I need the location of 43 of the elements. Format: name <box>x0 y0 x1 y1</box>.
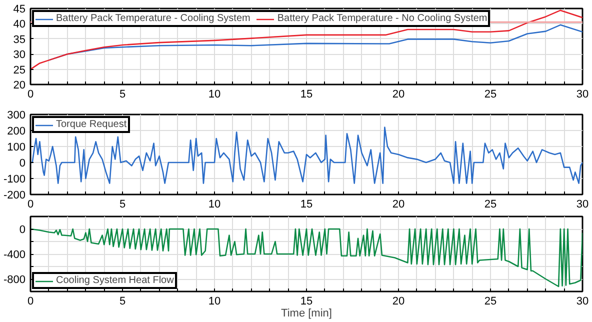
x-tick-label: 15 <box>300 88 313 100</box>
y-tick-label: 40 <box>13 18 26 31</box>
legend-label: Cooling System Heat Flow <box>56 275 174 286</box>
x-tick-label: 20 <box>392 88 405 100</box>
x-axis-title: Time [min] <box>281 308 332 320</box>
x-tick-label: 10 <box>208 198 221 210</box>
y-tick-label: 300 <box>7 110 26 122</box>
x-tick-label: 0 <box>27 296 34 308</box>
x-tick-label: 5 <box>119 296 126 308</box>
x-tick-label: 30 <box>576 198 589 210</box>
x-tick-label: 10 <box>208 88 221 100</box>
legend-label: Battery Pack Temperature - Cooling System <box>56 13 250 24</box>
y-tick-label: 0 <box>19 224 26 236</box>
y-tick-label: 200 <box>7 126 26 138</box>
x-tick-label: 5 <box>119 198 126 210</box>
x-tick-label: 30 <box>576 296 589 308</box>
x-tick-label: 0 <box>27 198 34 210</box>
x-tick-label: 10 <box>208 296 221 308</box>
line-series <box>30 10 582 70</box>
legend-label: Battery Pack Temperature - No Cooling System <box>277 13 488 24</box>
x-tick-label: 20 <box>392 296 405 308</box>
y-tick-label: -800 <box>3 274 26 286</box>
x-tick-label: 5 <box>119 88 126 100</box>
x-tick-label: 30 <box>576 88 589 100</box>
legend-label: Torque Request <box>56 119 127 130</box>
y-tick-label: 25 <box>13 64 26 76</box>
y-tick-label: 20 <box>13 80 26 92</box>
y-tick-label: 45 <box>13 4 26 16</box>
x-tick-label: 25 <box>484 296 497 308</box>
x-tick-label: 20 <box>392 198 405 210</box>
y-tick-label: -400 <box>3 249 26 261</box>
x-tick-label: 0 <box>27 88 34 100</box>
y-tick-label: 30 <box>13 49 26 62</box>
x-tick-label: 15 <box>300 296 313 308</box>
y-tick-label: 100 <box>7 142 26 154</box>
line-series <box>30 228 582 288</box>
y-tick-label: -200 <box>3 190 26 202</box>
x-tick-label: 25 <box>484 88 497 100</box>
y-tick-label: 0 <box>19 158 26 170</box>
x-tick-label: 25 <box>484 198 497 210</box>
x-tick-label: 15 <box>300 198 313 210</box>
y-tick-label: -100 <box>3 174 26 186</box>
y-tick-label: 35 <box>13 34 26 46</box>
